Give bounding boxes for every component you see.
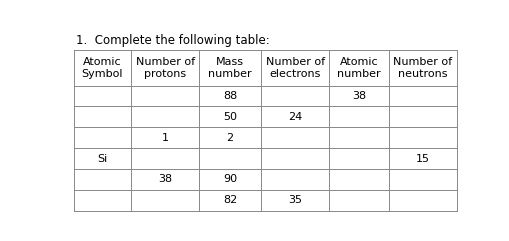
Text: 38: 38 [158, 174, 172, 184]
Text: 1: 1 [161, 133, 168, 143]
Text: 38: 38 [351, 91, 365, 101]
Text: Number of
electrons: Number of electrons [265, 57, 324, 79]
Text: Number of
neutrons: Number of neutrons [392, 57, 451, 79]
Text: Mass
number: Mass number [208, 57, 251, 79]
Text: Si: Si [97, 154, 107, 164]
Text: 82: 82 [222, 195, 237, 205]
Text: 15: 15 [415, 154, 429, 164]
Text: 35: 35 [288, 195, 301, 205]
Text: 50: 50 [222, 112, 237, 122]
Text: 24: 24 [288, 112, 302, 122]
Text: 2: 2 [226, 133, 233, 143]
Text: 90: 90 [222, 174, 237, 184]
Text: Number of
protons: Number of protons [135, 57, 194, 79]
Text: Atomic
Symbol: Atomic Symbol [81, 57, 123, 79]
Text: 88: 88 [222, 91, 237, 101]
Text: Atomic
number: Atomic number [336, 57, 380, 79]
Text: 1.  Complete the following table:: 1. Complete the following table: [75, 33, 269, 47]
